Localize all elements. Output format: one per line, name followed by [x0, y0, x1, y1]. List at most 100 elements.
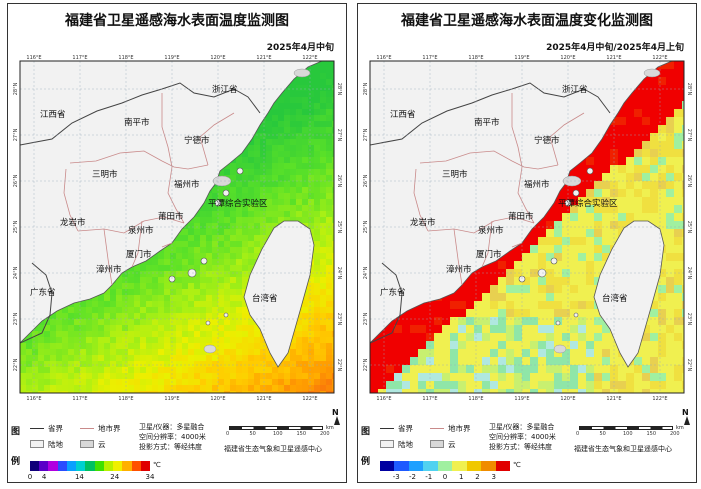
city-border-label: 地市界	[98, 424, 121, 433]
lat-tick: 23°N	[686, 313, 692, 326]
panel-title: 福建省卫星遥感海水表面温度变化监测图	[401, 13, 653, 29]
lat-tick: 26°N	[336, 175, 342, 188]
colorbar-label: 2	[475, 473, 480, 481]
colorbar-label: -2	[409, 473, 416, 481]
lat-tick: 26°N	[686, 175, 692, 188]
cloud-patch	[293, 68, 311, 78]
scale-tick: 150	[296, 431, 307, 437]
lat-tick: 22°N	[363, 358, 369, 371]
colorbar-segment	[437, 461, 453, 471]
land-swatch	[30, 440, 44, 448]
sst-panel: 福建省卫星遥感海水表面温度监测图 2025年4月中旬 浙江省 江西省 广东省 台湾省 南…	[7, 3, 347, 483]
north-arrow-icon	[684, 416, 690, 425]
city-border-label: 地市界	[448, 424, 471, 433]
lat-tick: 27°N	[13, 128, 19, 141]
lat-tick: 23°N	[363, 312, 369, 325]
city-border	[511, 242, 523, 248]
lat-tick: 24°N	[686, 267, 692, 280]
map-label-xiamen: 厦门市	[126, 249, 152, 260]
lat-tick: 28°N	[336, 83, 342, 96]
map-legend: 图例 省界 地市界 陆地 云 卫星/仪器：多星融合 空间分辨率：4000米 投影方式：等经纬度…	[358, 404, 698, 484]
colorbar-segment	[131, 461, 142, 471]
map-label-zhejiang: 浙江省	[212, 84, 238, 95]
colorbar-label: 34	[145, 473, 155, 481]
lat-tick: 25°N	[363, 220, 369, 233]
city-border-swatch	[430, 428, 444, 429]
province-border	[511, 82, 611, 114]
colorbar-segment	[30, 461, 40, 471]
colorbar-segment	[452, 461, 468, 471]
lon-tick: 121°E	[606, 396, 621, 401]
cloud-patch	[203, 344, 217, 354]
map-label-sanming: 三明市	[92, 169, 118, 180]
map-label-putian: 莆田市	[508, 211, 534, 222]
island	[573, 312, 579, 318]
city-border	[161, 93, 173, 168]
north-arrow-icon	[334, 416, 340, 425]
lon-tick: 120°E	[210, 396, 225, 401]
lat-tick: 28°N	[13, 82, 19, 95]
lat-tick: 24°N	[13, 266, 19, 279]
lat-tick: 23°N	[336, 313, 342, 326]
lat-tick: 26°N	[13, 174, 19, 187]
province-border-label: 省界	[398, 424, 413, 433]
colorbar-segment	[48, 461, 59, 471]
map-label-taiwan: 台湾省	[602, 293, 628, 304]
map-label-pingtan: 平潭综合实验区	[208, 198, 268, 209]
legend-title-top: 图	[361, 427, 371, 437]
lat-tick: 25°N	[686, 221, 692, 234]
legend-title-bottom: 例	[11, 457, 21, 467]
island	[550, 257, 558, 265]
map-label-fuzhou: 福州市	[174, 179, 200, 190]
panel-date: 2025年4月中旬/2025年4月上旬	[546, 43, 684, 53]
scale-unit: km	[326, 425, 334, 431]
resolution-info: 空间分辨率：4000米	[139, 433, 206, 441]
province-border	[161, 82, 261, 114]
map-label-pingtan: 平潭综合实验区	[558, 198, 618, 209]
lon-tick: 121°E	[256, 55, 271, 61]
north-arrow: N	[332, 408, 339, 417]
lat-tick: 28°N	[686, 83, 692, 96]
taiwan-island	[593, 220, 665, 368]
lon-tick: 119°E	[514, 396, 529, 401]
colorbar-label: -3	[392, 473, 400, 481]
lon-tick: 117°E	[72, 396, 87, 401]
city-border	[511, 93, 523, 168]
colorbar-label: 3	[491, 473, 496, 481]
satellite-info: 卫星/仪器：多星融合	[139, 423, 205, 431]
city-border	[103, 228, 113, 286]
city-border	[161, 242, 173, 248]
map-label-taiwan: 台湾省	[252, 293, 278, 304]
colorbar-segment	[85, 461, 96, 471]
lon-tick: 121°E	[256, 396, 271, 401]
province-border-swatch	[30, 428, 44, 429]
graticule	[370, 61, 684, 393]
lon-tick: 120°E	[560, 55, 575, 61]
lon-tick: 119°E	[164, 396, 179, 401]
colorbar-segment	[140, 461, 151, 471]
province-border	[20, 262, 53, 344]
province-border	[370, 88, 513, 146]
cloud-swatch	[430, 440, 444, 448]
colorbar-label: 14	[74, 473, 84, 481]
lon-tick: 119°E	[514, 55, 529, 61]
city-border	[69, 150, 209, 170]
lat-tick: 25°N	[13, 220, 19, 233]
colorbar-label: 0	[27, 473, 33, 481]
province-border	[20, 88, 163, 146]
colorbar-unit: ℃	[513, 461, 521, 469]
map-label-nanping: 南平市	[124, 117, 150, 128]
map-label-ningde: 宁德市	[184, 135, 210, 146]
lon-tick: 120°E	[210, 55, 225, 61]
colorbar-segment	[122, 461, 133, 471]
island	[572, 189, 580, 197]
lon-tick: 118°E	[118, 396, 133, 401]
producer: 福建省生态气象和卫星遥感中心	[574, 445, 672, 453]
lon-tick: 116°E	[376, 396, 391, 401]
lon-tick: 116°E	[26, 396, 41, 401]
taiwan-island	[243, 220, 315, 368]
scale-unit: km	[676, 425, 684, 431]
scale-tick: 100	[623, 431, 633, 437]
colorbar-segment	[39, 461, 49, 471]
